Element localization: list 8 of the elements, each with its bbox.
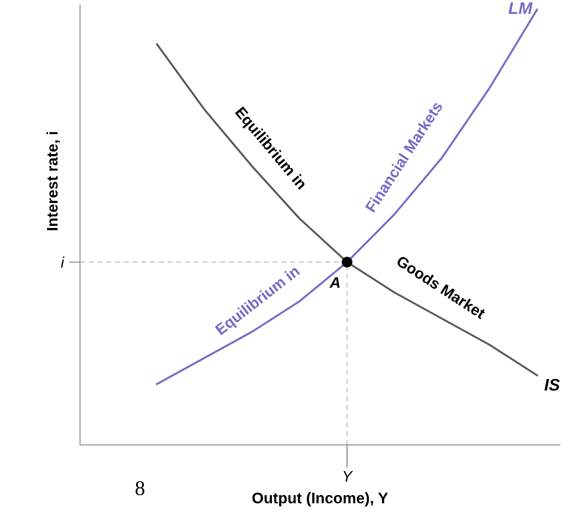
x-axis-title: Output (Income), Y — [252, 492, 388, 506]
text: Y — [344, 471, 354, 482]
text: 8 — [136, 481, 144, 496]
ref-line-label: i — [60, 256, 64, 268]
series-label: LM — [508, 2, 533, 14]
series-label: IS — [544, 378, 560, 391]
y-axis-title: Interest rate, i — [46, 132, 60, 230]
annotation: A — [329, 277, 340, 288]
